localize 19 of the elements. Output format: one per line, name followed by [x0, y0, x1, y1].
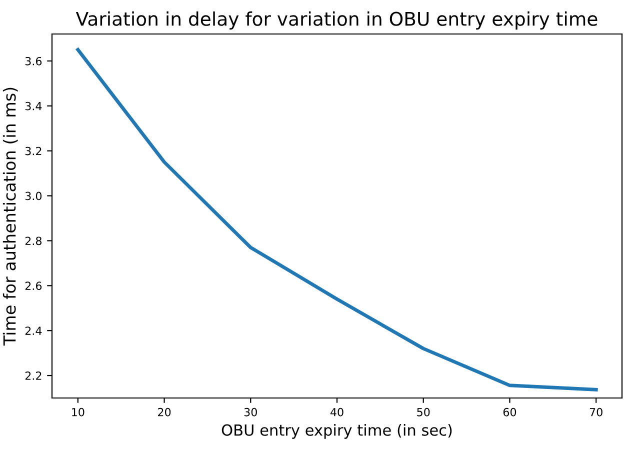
y-tick-label: 3.0 [25, 192, 42, 200]
line-series [76, 48, 598, 392]
x-axis-title: OBU entry expiry time (in sec) [222, 424, 452, 439]
y-tick-label: 2.2 [25, 372, 42, 380]
x-tick-label: 20 [158, 408, 171, 416]
chart-title: Variation in delay for variation in OBU entry expiry time [76, 11, 598, 30]
y-tick-label: 3.2 [25, 146, 42, 156]
y-tick-label: 2.4 [25, 326, 42, 335]
x-tick-label: 10 [72, 408, 84, 416]
y-tick-label: 2.6 [25, 282, 42, 290]
y-tick-label: 2.8 [25, 236, 42, 246]
x-tick-label: 40 [330, 408, 344, 416]
y-axis-title: Time for authentication (in ms) [2, 88, 18, 346]
x-tick-label: 30 [244, 408, 257, 416]
y-tick-label: 3.6 [25, 56, 42, 66]
x-tick-label: 60 [503, 408, 516, 416]
y-tick-label: 3.4 [25, 102, 42, 110]
x-tick-label: 70 [590, 408, 602, 416]
x-tick-label: 50 [417, 408, 430, 416]
